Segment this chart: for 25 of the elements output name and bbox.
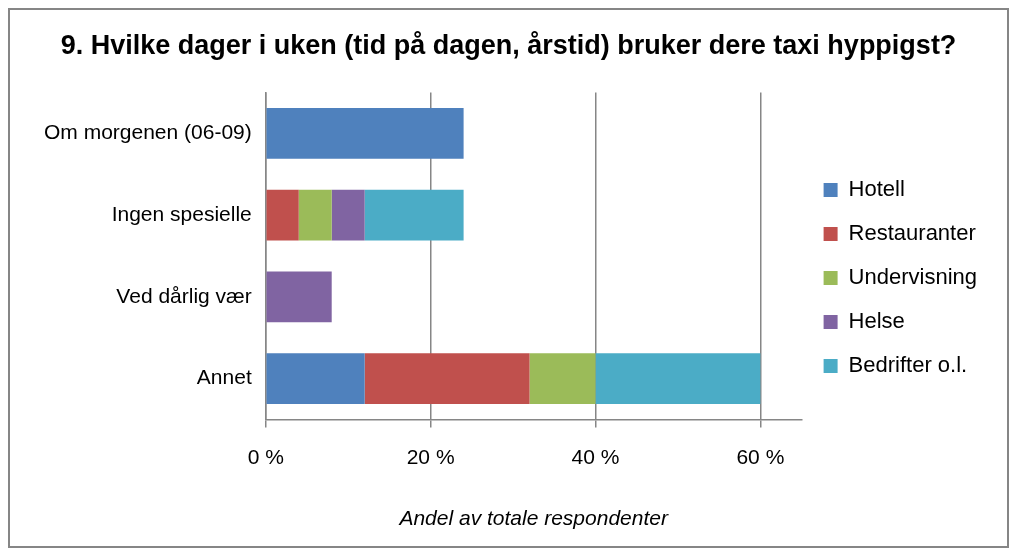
x-tick-label: 40 % xyxy=(571,445,620,468)
legend-label: Restauranter xyxy=(848,220,976,246)
x-tick-label: 60 % xyxy=(736,445,785,468)
bar xyxy=(331,189,365,241)
bar xyxy=(266,353,365,405)
bar xyxy=(364,189,464,241)
y-tick-label: Ved dårlig vær xyxy=(116,283,252,307)
x-tick-label: 0 % xyxy=(247,445,284,468)
bar xyxy=(529,353,596,405)
bar xyxy=(364,353,530,405)
x-axis-title: Andel av totale respondenter xyxy=(397,506,669,530)
bar xyxy=(266,189,299,241)
chart-title: 9. Hvilke dager i uken (tid på dagen, årstid) bruker dere taxi hyppigst? xyxy=(60,29,957,60)
legend-label: Undervisning xyxy=(848,264,977,290)
y-tick-label: Ingen spesielle xyxy=(111,201,252,225)
legend-label: Hotell xyxy=(848,176,905,202)
legend-label: Helse xyxy=(848,308,905,334)
bar xyxy=(266,107,464,159)
legend-label: Bedrifter o.l. xyxy=(848,352,968,378)
bar xyxy=(298,189,332,241)
y-tick-label: Om morgenen (06-09) xyxy=(43,120,252,144)
bar xyxy=(266,271,332,323)
bar xyxy=(595,353,761,405)
x-tick-label: 20 % xyxy=(406,445,455,468)
y-tick-label: Annet xyxy=(196,365,252,389)
